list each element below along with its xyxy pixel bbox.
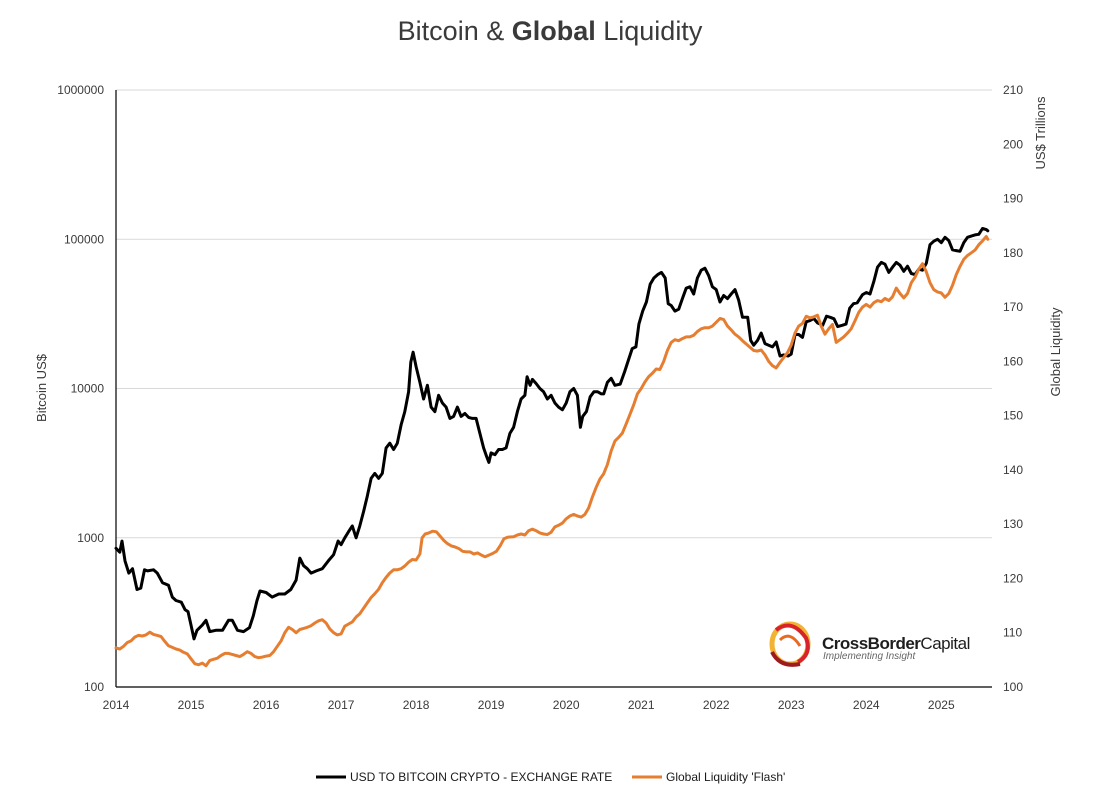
x-tick-label: 2015 [178, 698, 205, 712]
x-tick-label: 2018 [403, 698, 430, 712]
gridlines [116, 89, 992, 539]
legend-label-bitcoin: USD TO BITCOIN CRYPTO - EXCHANGE RATE [350, 770, 612, 784]
left-tick-label: 100 [84, 680, 104, 694]
x-tick-label: 2016 [253, 698, 280, 712]
legend-label-liquidity: Global Liquidity 'Flash' [666, 770, 785, 784]
right-axis-units: US$ Trillions [1033, 96, 1048, 169]
chart-title-bold: Global [512, 16, 596, 46]
right-tick-label: 170 [1003, 300, 1023, 314]
left-tick-label: 10000 [71, 382, 105, 396]
crossborder-logo-mark-icon [769, 621, 811, 667]
axes [115, 90, 992, 688]
x-tick-label: 2022 [703, 698, 730, 712]
legend-item-liquidity: Global Liquidity 'Flash' [632, 770, 785, 784]
x-tick-label: 2014 [103, 698, 130, 712]
logo-name-regular: Capital [920, 634, 969, 653]
x-tick-label: 2017 [328, 698, 355, 712]
crossborder-logo: CrossBorderCapital Implementing Insight [769, 621, 970, 667]
right-tick-label: 100 [1003, 680, 1023, 694]
left-tick-label: 1000 [77, 531, 104, 545]
right-axis-ticks: 210 200 190 180 170 160 150 140 130 120 110 100 [1003, 83, 1023, 694]
chart-title-suffix: Liquidity [596, 16, 703, 46]
right-tick-label: 140 [1003, 463, 1023, 477]
right-tick-label: 110 [1003, 626, 1022, 640]
logo-tagline: Implementing Insight [823, 651, 916, 662]
x-tick-label: 2021 [628, 698, 655, 712]
series-line-bitcoin [114, 227, 990, 641]
series-group [114, 227, 990, 668]
x-tick-label: 2025 [928, 698, 955, 712]
logo-name-bold: CrossBorder [822, 634, 921, 653]
legend-item-bitcoin: USD TO BITCOIN CRYPTO - EXCHANGE RATE [316, 770, 612, 784]
right-tick-label: 210 [1003, 83, 1023, 97]
left-axis-ticks: 1000000 100000 10000 1000 100 [57, 83, 104, 694]
right-tick-label: 160 [1003, 354, 1023, 368]
right-tick-label: 180 [1003, 246, 1023, 260]
x-tick-label: 2023 [778, 698, 805, 712]
x-tick-label: 2020 [553, 698, 580, 712]
x-axis-ticks: 2014 2015 2016 2017 2018 2019 2020 2021 2022 2023… [103, 698, 955, 712]
right-tick-label: 190 [1003, 192, 1023, 206]
logo-name: CrossBorderCapital [822, 634, 970, 653]
chart-title: Bitcoin & Global Liquidity [398, 16, 703, 46]
right-axis-title: Global Liquidity [1048, 307, 1063, 396]
right-tick-label: 130 [1003, 517, 1023, 531]
x-tick-label: 2024 [853, 698, 880, 712]
left-axis-title: Bitcoin US$ [34, 353, 49, 422]
legend: USD TO BITCOIN CRYPTO - EXCHANGE RATE Gl… [316, 770, 785, 784]
left-tick-label: 1000000 [57, 83, 104, 97]
right-tick-label: 200 [1003, 137, 1023, 151]
left-tick-label: 100000 [64, 232, 104, 246]
series-line-liquidity [114, 235, 990, 668]
x-tick-label: 2019 [478, 698, 505, 712]
right-tick-label: 120 [1003, 571, 1023, 585]
chart-title-prefix: Bitcoin & [398, 16, 512, 46]
right-tick-label: 150 [1003, 409, 1023, 423]
